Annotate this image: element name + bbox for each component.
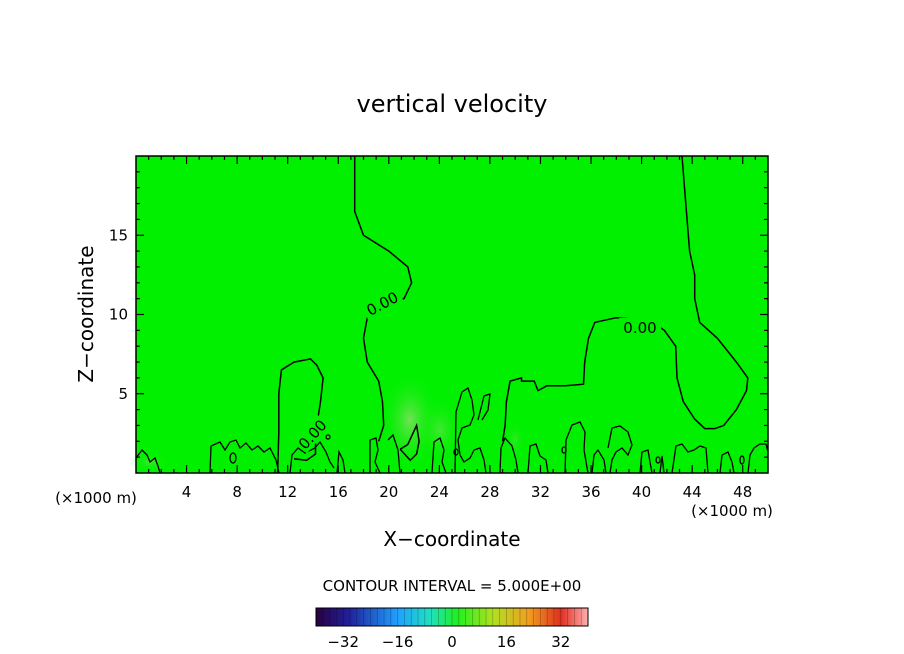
- y-tick-label: 15: [109, 226, 128, 244]
- x-scale-label-right: (×1000 m): [691, 502, 773, 520]
- contour-interval: CONTOUR INTERVAL = 5.000E+00: [323, 577, 582, 595]
- x-tick-label: 4: [182, 483, 192, 501]
- y-tick-label: 5: [118, 385, 128, 403]
- plot-area: 0.00 0.00 0.00 4 8 12 16 20 24 28 32 36 40 44 48 51…: [109, 155, 769, 501]
- x-axis-label: X−coordinate: [383, 527, 520, 551]
- colorbar-tick-label: 16: [497, 633, 516, 651]
- contour-label: 0.00: [623, 319, 656, 337]
- updraft-shading: [418, 395, 462, 465]
- x-ticks: 4 8 12 16 20 24 28 32 36 40 44 48: [148, 156, 756, 501]
- colorbar-tick-label: 0: [447, 633, 457, 651]
- colorbar-segments: [322, 608, 582, 626]
- x-tick-label: 32: [531, 483, 550, 501]
- contour-line: [501, 155, 749, 442]
- x-tick-label: 36: [581, 483, 600, 501]
- x-tick-label: 40: [632, 483, 651, 501]
- x-tick-label: 8: [232, 483, 242, 501]
- x-tick-label: 24: [430, 483, 449, 501]
- chart-title: vertical velocity: [357, 90, 548, 118]
- surface-contours: [135, 386, 769, 474]
- colorbar-ticks: −32 −16 0 16 32: [327, 633, 570, 651]
- x-tick-label: 12: [278, 483, 297, 501]
- contour-line: [276, 358, 324, 474]
- x-tick-label: 28: [480, 483, 499, 501]
- x-scale-label-left: (×1000 m): [55, 489, 137, 507]
- y-tick-label: 10: [109, 306, 128, 324]
- y-axis-label: Z−coordinate: [74, 245, 98, 382]
- x-tick-label: 16: [329, 483, 348, 501]
- contour-line: [399, 422, 420, 462]
- x-tick-label: 48: [733, 483, 752, 501]
- colorbar-gradient: [315, 607, 589, 627]
- colorbar-tick-label: −16: [382, 633, 414, 651]
- colorbar: −32 −16 0 16 32: [315, 607, 589, 651]
- x-tick-label: 44: [683, 483, 702, 501]
- updraft-shading: [505, 420, 525, 460]
- colorbar-tick-label: −32: [327, 633, 359, 651]
- colorbar-tick-label: 32: [551, 633, 570, 651]
- y-ticks: 5 10 15: [109, 171, 768, 458]
- x-tick-label: 20: [379, 483, 398, 501]
